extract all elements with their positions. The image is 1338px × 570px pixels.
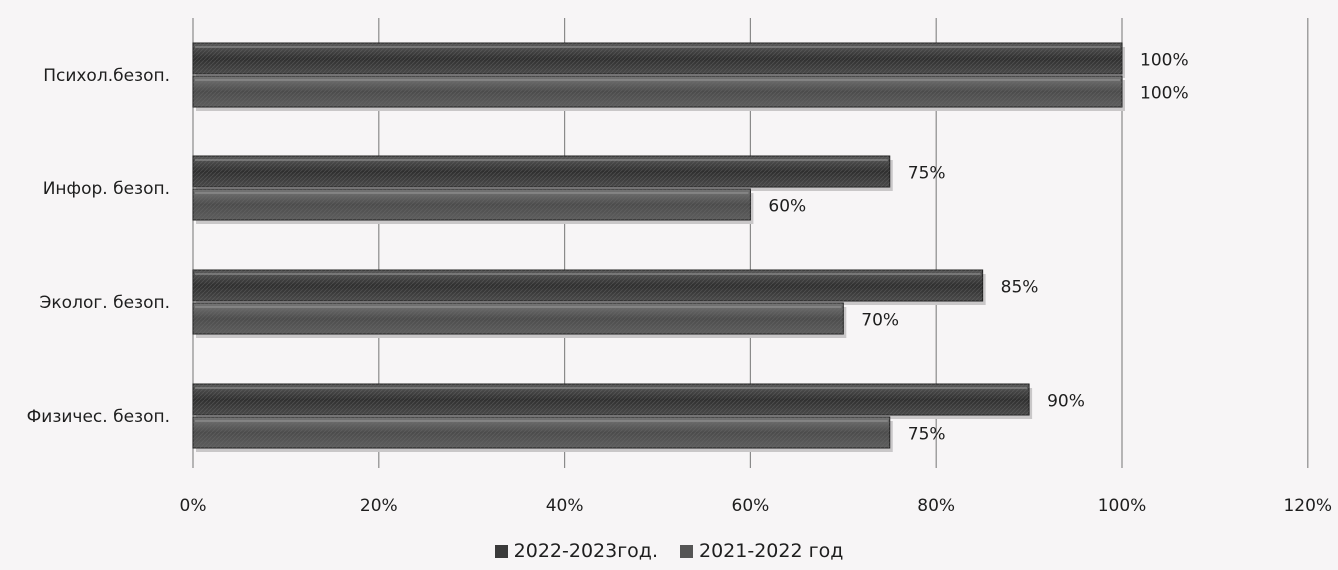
bar-texture (193, 270, 983, 301)
data-label: 70% (861, 311, 899, 331)
category-labels: Психол.безоп. Инфор. безоп. Эколог. безоп.… (27, 66, 170, 427)
legend: 2022-2023год. 2021-2022 год (0, 540, 1338, 562)
category-label: Психол.безоп. (43, 66, 170, 86)
data-label: 90% (1047, 392, 1085, 412)
bar-texture (193, 303, 844, 334)
legend-label: 2021-2022 год (699, 540, 844, 562)
data-labels: 100% 100% 75% 60% 85% 70% 90% 75% (768, 51, 1188, 445)
x-tick-label: 120% (1283, 496, 1332, 516)
bar-chart: 100% 100% 75% 60% 85% 70% 90% 75% Психол.безоп.… (27, 18, 1333, 516)
data-label: 60% (768, 197, 806, 217)
x-tick-label: 40% (546, 496, 584, 516)
bar-texture (193, 76, 1122, 107)
category-label: Физичес. безоп. (27, 407, 170, 427)
bar-texture (193, 384, 1030, 415)
category-label: Эколог. безоп. (40, 293, 170, 313)
x-tick-label: 0% (180, 496, 207, 516)
data-label: 100% (1140, 51, 1189, 71)
x-tick-label: 60% (732, 496, 770, 516)
x-axis-ticks: 0% 20% 40% 60% 80% 100% 120% (180, 496, 1333, 516)
category-label: Инфор. безоп. (43, 179, 170, 199)
x-tick-label: 20% (360, 496, 398, 516)
legend-swatch (494, 544, 508, 558)
bar-texture (193, 417, 890, 448)
x-tick-label: 100% (1098, 496, 1147, 516)
data-label: 75% (908, 164, 946, 184)
bar-texture (193, 156, 890, 187)
legend-item: 2021-2022 год (680, 540, 843, 562)
x-tick-label: 80% (917, 496, 955, 516)
legend-item: 2022-2023год. (494, 540, 658, 562)
data-label: 75% (908, 425, 946, 445)
legend-label: 2022-2023год. (513, 540, 658, 562)
legend-swatch (680, 544, 693, 558)
bar-texture (193, 189, 751, 220)
data-label: 85% (1001, 278, 1039, 298)
data-label: 100% (1140, 84, 1189, 104)
bar-texture (193, 43, 1122, 74)
bars (192, 42, 1125, 452)
